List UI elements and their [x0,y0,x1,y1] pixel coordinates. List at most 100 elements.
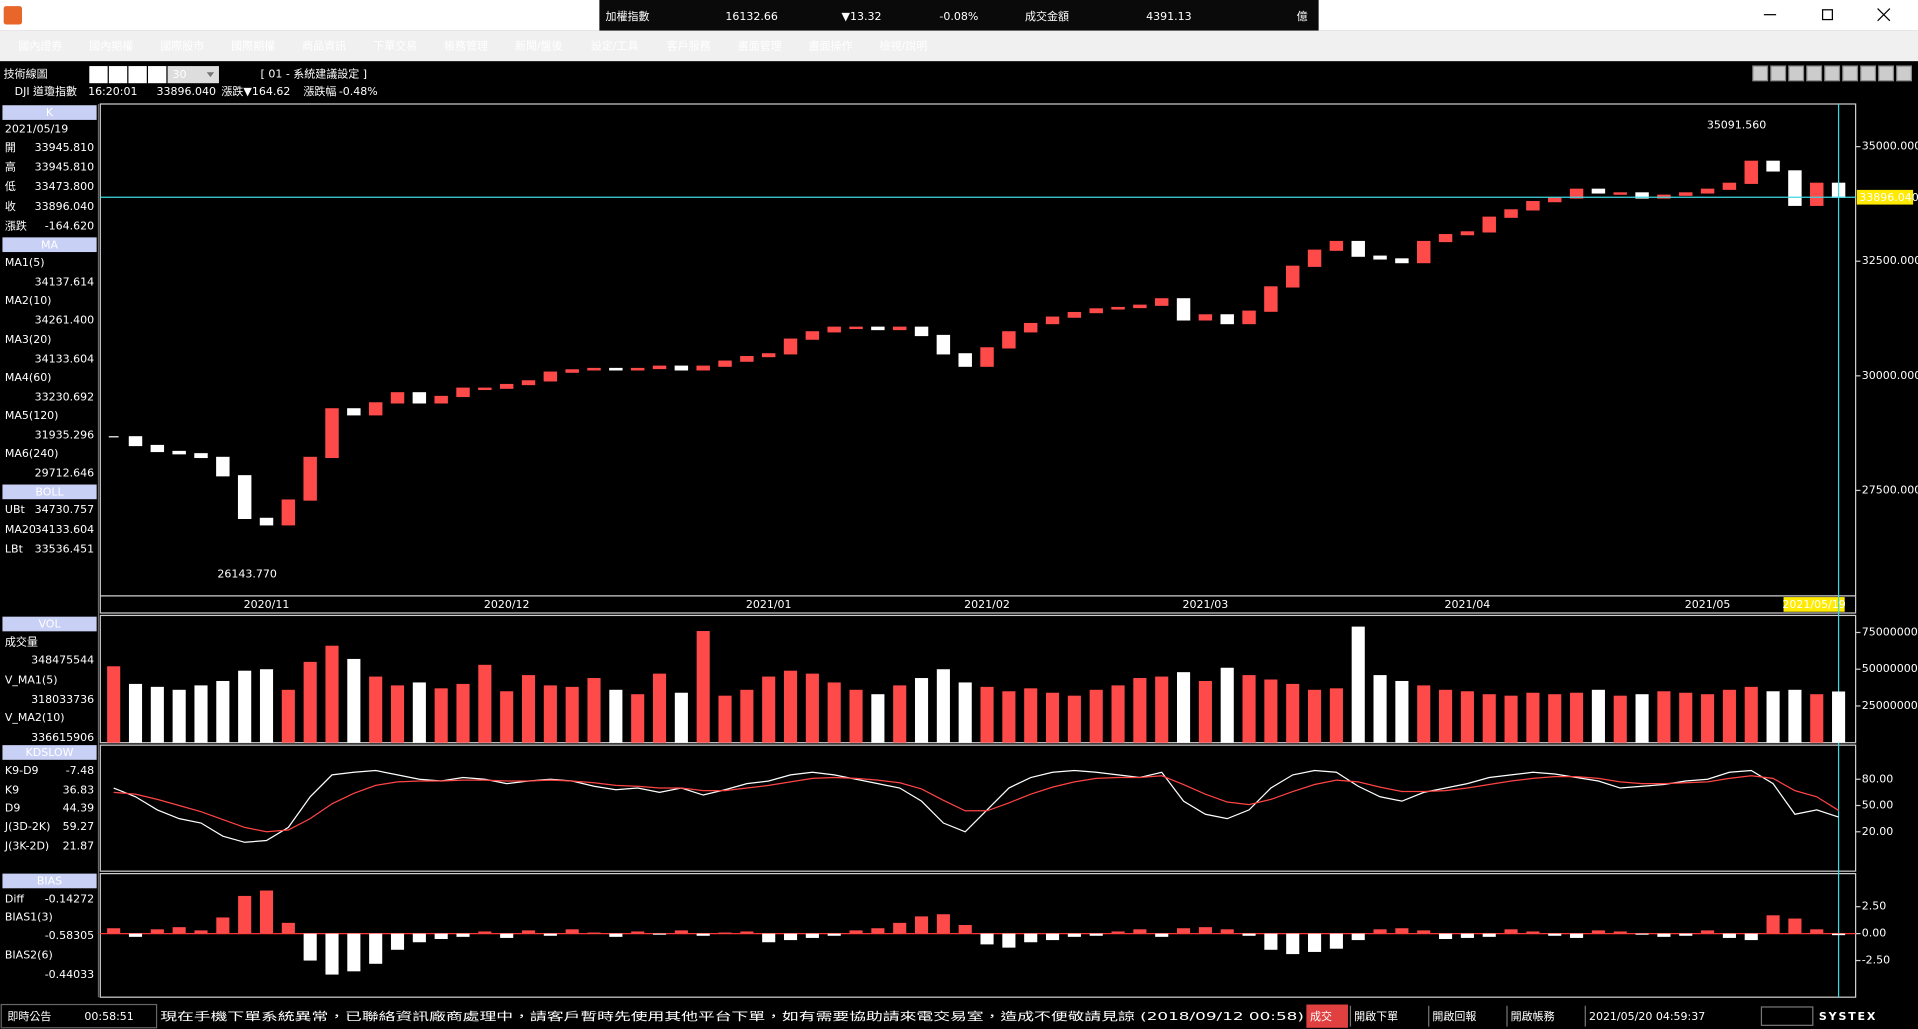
candle [1744,160,1758,184]
tool-icon[interactable] [1878,65,1895,82]
y-tick-label: 27500.000 [1862,483,1918,496]
x-tick-label: 2021/01 [746,598,792,611]
volume-bar [150,686,164,743]
status-button[interactable]: 開啟回報 [1432,1010,1476,1023]
period-button[interactable] [128,66,147,84]
readout-value: -0.44033 [45,968,94,981]
menu-item[interactable]: 畫面操作 [809,38,853,52]
bias-bar [521,930,536,934]
y-tick-label: 20.00 [1862,825,1893,838]
bias-bar [674,930,688,934]
period-label[interactable]: 月 [132,68,143,81]
tool-icon[interactable] [1842,65,1859,82]
menu-item[interactable]: 下單交易 [373,38,417,52]
period-label[interactable]: 日 [93,68,104,81]
count-value[interactable]: 30 [172,68,186,81]
menu-item[interactable]: 設定/工具 [591,38,639,52]
last-price-label: 33896.040 [1859,191,1918,204]
panel-frame [99,614,1857,744]
volume-bar [1613,695,1627,743]
dropdown-arrow [206,72,215,78]
tool-icon[interactable] [1896,65,1913,82]
close-button[interactable] [1877,8,1891,22]
bias-bar [1613,931,1627,934]
panel-header [2,873,97,889]
candle [259,517,274,526]
bias-bar [150,929,164,934]
volume-bar [281,689,295,743]
status-button[interactable]: 開啟帳務 [1511,1009,1555,1023]
bias-bar [980,933,994,945]
bias-bar [259,890,274,934]
candle [936,334,951,355]
menu-item[interactable]: 帳務管理 [444,38,488,52]
volume-bar [1024,688,1038,743]
candle [849,326,863,330]
candle [1089,308,1103,314]
bias-bar [1351,933,1365,941]
volume-bar [1045,692,1060,743]
quote-change-label: 漲跌 [221,84,243,98]
bias-bar [849,930,863,934]
volume-bar [1111,685,1125,743]
menu-item[interactable]: 檢視/說明 [879,38,927,52]
readout-label: MA2(10) [5,294,52,307]
candle [1657,194,1671,199]
status-button[interactable]: 開啟下單 [1354,1010,1398,1023]
ticker-bg [599,0,1319,31]
candle [303,456,317,501]
period-label[interactable]: 分 [152,68,163,81]
brand: SYSTEX [1819,1010,1877,1023]
y-tick-label: 50.00 [1862,799,1893,812]
trade-label[interactable]: 成交 [1310,1009,1332,1023]
period-button[interactable] [148,66,167,84]
volume-bar [631,694,645,743]
volume-bar [1351,626,1365,743]
candle [1395,258,1409,264]
tool-icon[interactable] [1860,65,1877,82]
candle [325,408,339,459]
menu-item[interactable]: 客戶服務 [667,38,711,52]
tool-icon[interactable] [1770,65,1787,82]
tool-icon[interactable] [1788,65,1805,82]
volume-bar [652,673,667,743]
count-box[interactable] [167,66,219,84]
volume-bar [1395,680,1409,743]
readout-label: V_MA1(5) [5,673,58,686]
menu-item[interactable]: 新聞/盤後 [515,38,563,52]
bias-bar [958,925,972,934]
bias-bar [805,933,819,938]
candle [478,387,492,391]
candle [1111,306,1125,310]
volume-bar [259,669,274,743]
candle [1023,322,1038,333]
period-label[interactable]: 週 [113,67,124,81]
tool-icon[interactable] [1824,65,1841,82]
bias-bar [216,917,230,934]
period-button[interactable] [89,66,108,84]
y-tick-label: -2.50 [1862,954,1890,967]
candle [783,338,798,355]
candle [565,369,579,373]
readout-label: D9 [5,802,20,815]
menu-item[interactable]: 國內證券 [18,38,62,52]
menu-item[interactable]: 國際期權 [231,39,275,52]
period-button[interactable] [108,66,128,84]
volume-bar [1701,694,1715,743]
bias-bar [1264,933,1278,950]
volume-bar [1264,679,1278,743]
menu-item[interactable]: 國際股市 [160,38,204,52]
readout-value: 33896.040 [35,200,94,213]
volume-bar [456,683,470,743]
candle [958,353,972,367]
menu-item[interactable]: 商品資訊 [302,38,346,52]
volume-bar [390,685,405,743]
readout-label: J(3D-2K) [4,820,50,833]
tool-icon[interactable] [1752,65,1769,82]
tool-icon[interactable] [1806,65,1823,82]
menu-item[interactable]: 畫面管理 [738,38,782,52]
maximize-button[interactable] [1821,9,1833,21]
volume-bar [1744,686,1758,743]
menu-item[interactable]: 國內期權 [89,39,133,52]
